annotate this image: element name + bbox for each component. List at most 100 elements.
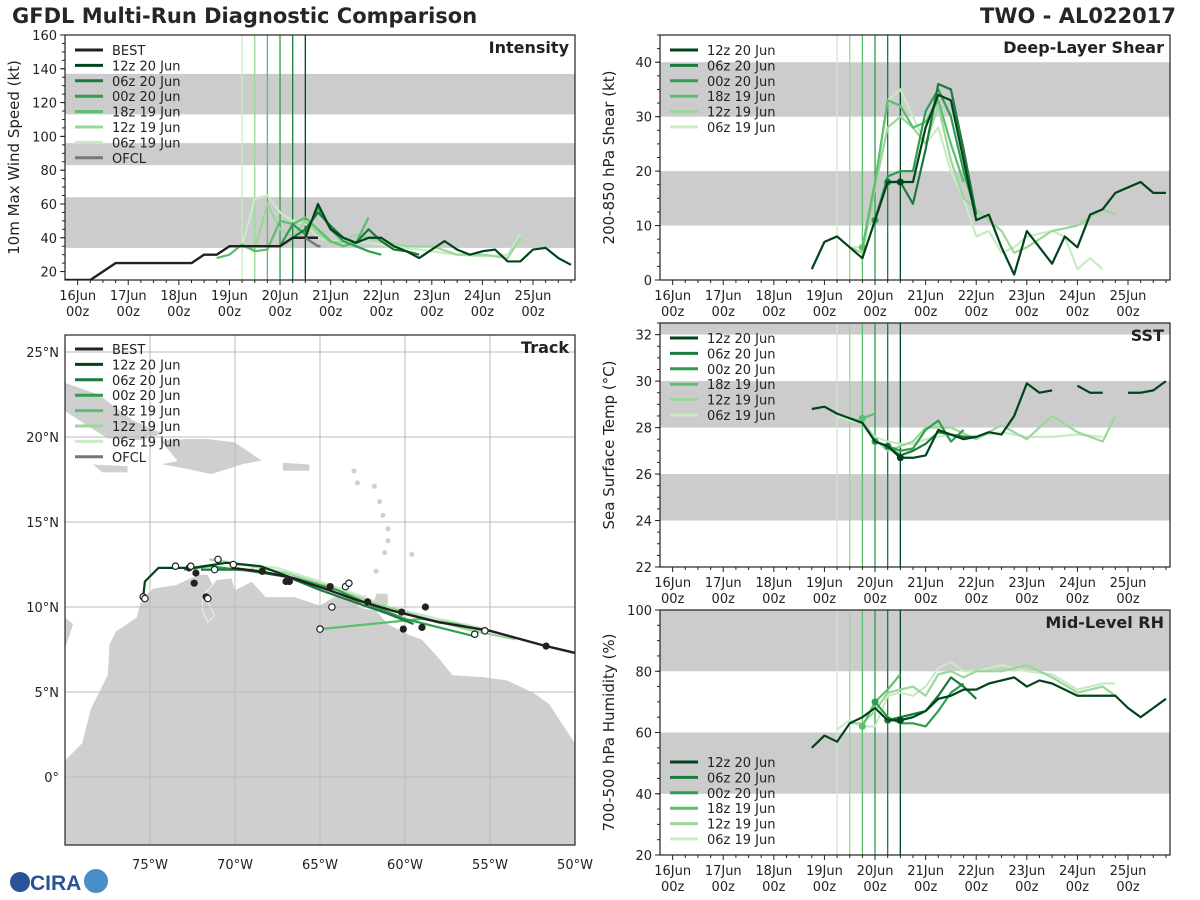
track-line-00z-20-jun [183, 565, 474, 637]
intensity-legend-label: 06z 20 Jun [112, 75, 181, 90]
shear-init-marker [858, 243, 866, 251]
rh-ytick-label: 80 [635, 665, 652, 680]
sst-legend-label: 18z 19 Jun [707, 378, 776, 393]
island-land [385, 526, 391, 532]
shear-ytick-label: 0 [644, 274, 652, 289]
rh-ytick-label: 100 [627, 604, 652, 619]
shear-legend-label: 12z 20 Jun [707, 44, 776, 59]
intensity-panel: 2040608010012014016016Jun00z17Jun00z18Ju… [5, 29, 576, 320]
intensity-ytick-label: 140 [32, 63, 57, 78]
sst-xtick-label: 23Jun [1008, 576, 1045, 591]
sst-xtick-label: 17Jun [705, 576, 742, 591]
rh-xtick-label: 18Jun [755, 864, 792, 879]
shear-legend-label: 06z 20 Jun [707, 59, 776, 74]
rh-panel: 2040608010016Jun00z17Jun00z18Jun00z19Jun… [600, 604, 1171, 895]
panama-land [65, 616, 74, 650]
track-best-dot [398, 608, 406, 616]
shear-series [810, 82, 1166, 276]
sst-legend-label: 12z 19 Jun [707, 394, 776, 409]
rh-xtick-sublabel: 00z [712, 880, 736, 895]
track-lat-label: 15°N [26, 516, 59, 531]
island-land [409, 551, 415, 557]
shear-xtick-sublabel: 00z [1116, 305, 1140, 320]
sst-xtick-sublabel: 00z [1116, 592, 1140, 607]
island-land [382, 550, 388, 556]
track-lon-label: 60°W [387, 858, 423, 873]
cira-logo-mark: CIRA [10, 869, 108, 895]
shear-xtick-sublabel: 00z [1015, 305, 1039, 320]
shear-xtick-label: 16Jun [654, 289, 691, 304]
intensity-xtick-sublabel: 00z [218, 305, 242, 320]
track-open-dot [187, 562, 195, 571]
track-open-dot [345, 579, 353, 588]
intensity-legend-label: 00z 20 Jun [112, 90, 181, 105]
intensity-xtick-label: 21Jun [312, 289, 349, 304]
sst-xtick-label: 21Jun [907, 576, 944, 591]
intensity-xtick-sublabel: 00z [319, 305, 343, 320]
rh-init-marker [871, 698, 879, 706]
sst-series-12z-20-jun [1128, 380, 1167, 394]
jamaica-land [91, 463, 129, 474]
track-open-dot [141, 594, 149, 603]
rh-series-12z-19-jun [849, 664, 1117, 725]
intensity-xtick-sublabel: 00z [521, 305, 545, 320]
track-lat-label: 5°N [35, 686, 60, 701]
track-legend-label: 12z 19 Jun [112, 420, 181, 435]
storm-id: TWO - AL022017 [980, 4, 1176, 28]
track-map [65, 335, 575, 845]
intensity-band [65, 73, 575, 115]
sst-xtick-sublabel: 00z [965, 592, 989, 607]
track-lat-label: 25°N [26, 346, 59, 361]
rh-init-marker [896, 716, 904, 724]
shear-series-18z-19-jun [861, 99, 965, 248]
rh-legend-label: 12z 19 Jun [707, 818, 776, 833]
track-lat-label: 20°N [26, 431, 59, 446]
intensity-xtick-sublabel: 00z [420, 305, 444, 320]
intensity-xtick-sublabel: 00z [370, 305, 394, 320]
intensity-ytick-label: 20 [40, 266, 57, 281]
intensity-series-12z-20-jun [304, 202, 572, 266]
shear-series-06z-20-jun [887, 82, 978, 215]
shear-ylabel: 200-850 hPa Shear (kt) [600, 71, 618, 245]
rh-legend-label: 00z 20 Jun [707, 787, 776, 802]
track-panel: 75°W 70°W 65°W 60°W 55°W 50°W 0° 5°N 10°N 15°N 20°… [26, 334, 593, 873]
sst-legend-label: 00z 20 Jun [707, 363, 776, 378]
rh-xtick-label: 22Jun [958, 864, 995, 879]
intensity-legend-label: OFCL [112, 152, 147, 167]
intensity-legend-label: 12z 20 Jun [112, 59, 181, 74]
sst-xtick-label: 20Jun [857, 576, 894, 591]
island-land [377, 499, 382, 505]
track-lat-label: 10°N [26, 601, 59, 616]
intensity-band [65, 197, 575, 248]
track-legend-label: 18z 19 Jun [112, 405, 181, 420]
rh-xtick-sublabel: 00z [914, 880, 938, 895]
shear-ytick-label: 40 [635, 56, 652, 71]
rh-ytick-label: 40 [635, 788, 652, 803]
sst-legend-label: 06z 19 Jun [707, 409, 776, 424]
rh-series-12z-20-jun [811, 676, 1167, 749]
rh-xtick-sublabel: 00z [863, 880, 887, 895]
sst-xtick-sublabel: 00z [762, 592, 786, 607]
shear-series-12z-19-jun [849, 104, 1116, 254]
sst-series-06z-20-jun [887, 431, 977, 457]
intensity-ytick-label: 80 [40, 164, 57, 179]
intensity-xtick-sublabel: 00z [167, 305, 191, 320]
cira-logo: CIRA [6, 866, 116, 900]
sst-legend-label: 12z 20 Jun [707, 332, 776, 347]
sst-init-marker [896, 454, 904, 462]
shear-series-00z-20-jun [873, 88, 978, 221]
sst-ytick-label: 26 [635, 468, 652, 483]
shear-xtick-label: 25Jun [1110, 289, 1147, 304]
sst-band [660, 323, 1170, 335]
rh-series-18z-19-jun [861, 673, 902, 727]
intensity-xtick-label: 25Jun [515, 289, 552, 304]
track-legend-label: 00z 20 Jun [112, 389, 181, 404]
rh-xtick-label: 16Jun [654, 864, 691, 879]
track-best-dot [364, 598, 372, 606]
rh-legend-label: 06z 19 Jun [707, 833, 776, 848]
shear-xtick-label: 22Jun [958, 289, 995, 304]
intensity-legend-label: BEST [112, 44, 145, 59]
track-lon-label: 75°W [132, 858, 168, 873]
puerto-rico-land [282, 462, 311, 472]
rh-ytick-label: 20 [635, 849, 652, 864]
